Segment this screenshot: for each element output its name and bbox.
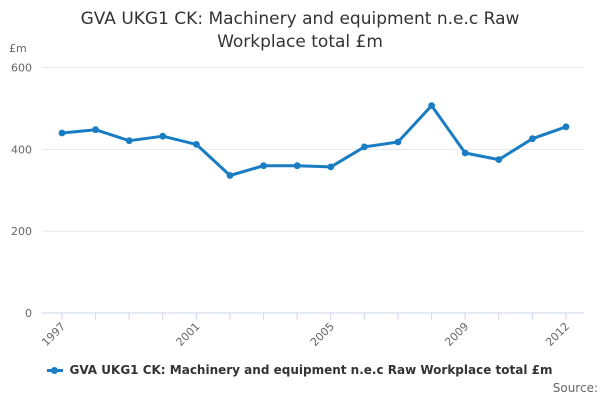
legend-line-marker-icon xyxy=(47,366,64,374)
y-tick-label: 400 xyxy=(11,143,32,156)
x-tick-label: 2005 xyxy=(308,320,337,349)
y-tick-label: 200 xyxy=(11,225,32,238)
y-tick-label: 0 xyxy=(25,307,32,320)
y-tick-label: 600 xyxy=(11,62,32,75)
source-label: Source: xyxy=(552,381,598,395)
data-point-2002[interactable] xyxy=(226,172,234,179)
data-point-2012[interactable] xyxy=(562,123,570,131)
data-point-2009[interactable] xyxy=(461,149,469,157)
data-point-2003[interactable] xyxy=(260,162,267,170)
series-line[interactable] xyxy=(60,104,568,177)
data-point-1998[interactable] xyxy=(92,126,99,134)
data-point-2008[interactable] xyxy=(428,102,435,109)
legend-label: GVA UKG1 CK: Machinery and equipment n.e… xyxy=(69,363,553,377)
data-point-2004[interactable] xyxy=(293,162,301,170)
data-point-2011[interactable] xyxy=(529,135,536,143)
data-point-2001[interactable] xyxy=(193,141,200,148)
x-tick-label: 2009 xyxy=(442,320,471,349)
x-tick-label: 2001 xyxy=(174,320,203,349)
data-point-1997[interactable] xyxy=(58,129,66,137)
y-axis-title: £m xyxy=(9,42,27,55)
x-tick-label: 1997 xyxy=(39,320,68,349)
data-point-1999[interactable] xyxy=(125,137,133,145)
chart-title: GVA UKG1 CK: Machinery and equipment n.e… xyxy=(80,9,520,52)
legend-dot xyxy=(51,366,59,374)
data-point-2007[interactable] xyxy=(394,138,402,146)
data-point-2000[interactable] xyxy=(159,132,167,140)
data-point-2005[interactable] xyxy=(327,163,335,171)
data-point-2010[interactable] xyxy=(495,156,503,164)
data-point-2006[interactable] xyxy=(361,143,368,151)
x-tick-label: 2012 xyxy=(543,320,572,349)
legend[interactable]: GVA UKG1 CK: Machinery and equipment n.e… xyxy=(0,360,600,380)
